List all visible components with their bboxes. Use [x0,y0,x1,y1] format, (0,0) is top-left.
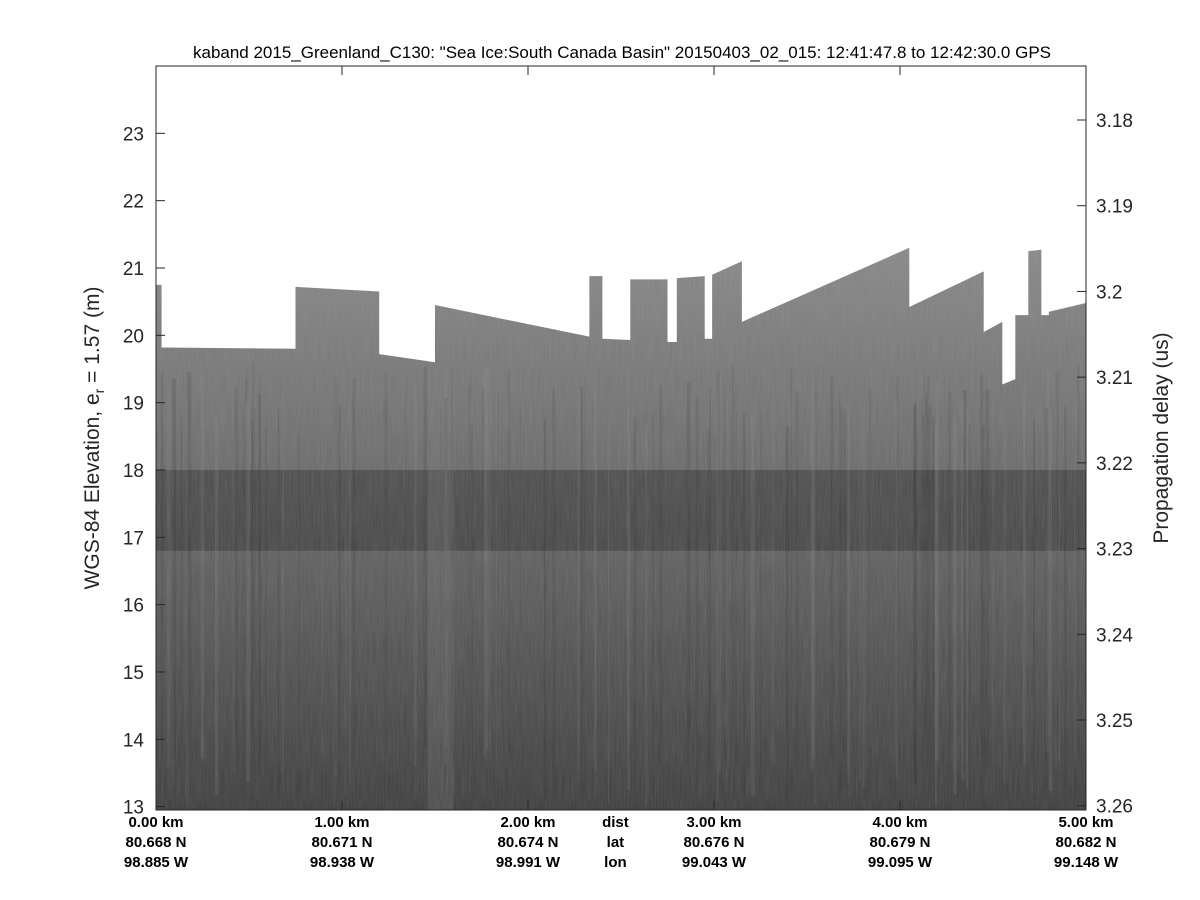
x-row-name: dist [602,814,629,831]
left-tick-label: 14 [123,730,145,751]
left-tick-label: 16 [123,596,144,617]
x-lat-label: 80.671 N [312,834,373,851]
x-lon-label: 99.095 W [868,854,933,871]
left-tick-label: 19 [123,394,144,415]
right-tick-label: 3.25 [1096,711,1133,732]
chart-title: kaband 2015_Greenland_C130: "Sea Ice:Sou… [193,43,1051,62]
x-lat-label: 80.679 N [870,834,931,851]
echogram-noise [156,247,1086,810]
x-axis-ticks [155,66,1087,810]
right-y-axis: 3.18 3.19 3.2 3.21 3.22 3.23 3.24 3.25 3.26 [1077,111,1133,818]
x-lon-label: 99.043 W [682,854,747,871]
left-tick-label: 21 [123,259,144,280]
left-tick-label: 13 [123,798,144,819]
x-row-name: lat [607,834,625,851]
right-tick-label: 3.23 [1096,540,1133,561]
left-axis-label: WGS-84 Elevation, er = 1.57 (m) [81,287,107,590]
axes-box [155,65,1087,811]
right-tick-label: 3.21 [1096,368,1133,389]
x-dist-label: 0.00 km [128,814,183,831]
x-lon-label: 99.148 W [1054,854,1119,871]
x-row-name: lon [604,854,627,871]
right-axis-label: Propagation delay (us) [1150,332,1173,543]
x-lat-label: 80.682 N [1056,834,1117,851]
left-tick-label: 18 [123,461,144,482]
x-dist-label: 5.00 km [1058,814,1113,831]
right-tick-label: 3.19 [1096,197,1133,218]
echogram-image [156,247,1086,810]
right-tick-label: 3.24 [1096,625,1133,646]
x-axis-info-rows: 0.00 km 80.668 N 98.885 W 1.00 km 80.671 N 98… [124,814,1119,871]
x-lat-label: 80.668 N [126,834,187,851]
x-lon-label: 98.938 W [310,854,375,871]
right-tick-label: 3.18 [1096,111,1133,132]
right-tick-label: 3.26 [1096,797,1133,818]
x-lat-label: 80.674 N [498,834,559,851]
x-dist-label: 2.00 km [500,814,555,831]
x-lon-label: 98.991 W [496,854,561,871]
x-dist-label: 1.00 km [314,814,369,831]
left-tick-label: 20 [123,326,144,347]
left-tick-label: 15 [123,663,144,684]
x-dist-label: 4.00 km [872,814,927,831]
right-tick-label: 3.2 [1096,282,1122,303]
x-lat-label: 80.676 N [684,834,745,851]
left-y-axis: 13 14 15 16 17 18 19 20 21 22 23 [123,124,165,819]
left-tick-label: 17 [123,528,144,549]
left-tick-label: 23 [123,124,144,145]
x-dist-label: 3.00 km [686,814,741,831]
right-tick-label: 3.22 [1096,454,1133,475]
x-lon-label: 98.885 W [124,854,189,871]
left-tick-label: 22 [123,192,144,213]
